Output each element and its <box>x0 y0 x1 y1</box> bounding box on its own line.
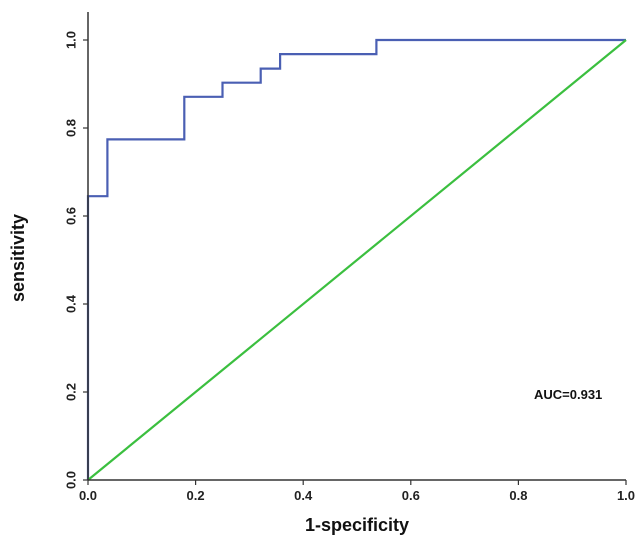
series-layer <box>86 38 627 481</box>
y-tick-label-0: 0.0 <box>64 471 79 489</box>
y-tick-label-3: 0.6 <box>64 207 79 225</box>
roc-curve <box>86 38 626 480</box>
reference-line <box>87 39 627 481</box>
x-tick-label-2: 0.4 <box>294 488 313 503</box>
x-tick-label-5: 1.0 <box>617 488 635 503</box>
x-tick-label-0: 0.0 <box>79 488 97 503</box>
y-tick-label-5: 1.0 <box>64 31 79 49</box>
x-tick-label-4: 0.8 <box>509 488 527 503</box>
y-tick-label-2: 0.4 <box>64 294 79 313</box>
x-tick-label-3: 0.6 <box>402 488 420 503</box>
x-axis-title: 1-specificity <box>305 515 409 535</box>
auc-annotation: AUC=0.931 <box>534 387 602 402</box>
y-tick-label-1: 0.2 <box>64 383 79 401</box>
axes-layer <box>87 12 626 481</box>
ticks-layer: 0.0 0.2 0.4 0.6 0.8 1.0 0.0 0.2 0.4 0.6 0.8 1.0 <box>64 31 636 503</box>
y-axis-title: sensitivity <box>8 214 28 302</box>
y-tick-label-4: 0.8 <box>64 119 79 137</box>
x-tick-label-1: 0.2 <box>187 488 205 503</box>
